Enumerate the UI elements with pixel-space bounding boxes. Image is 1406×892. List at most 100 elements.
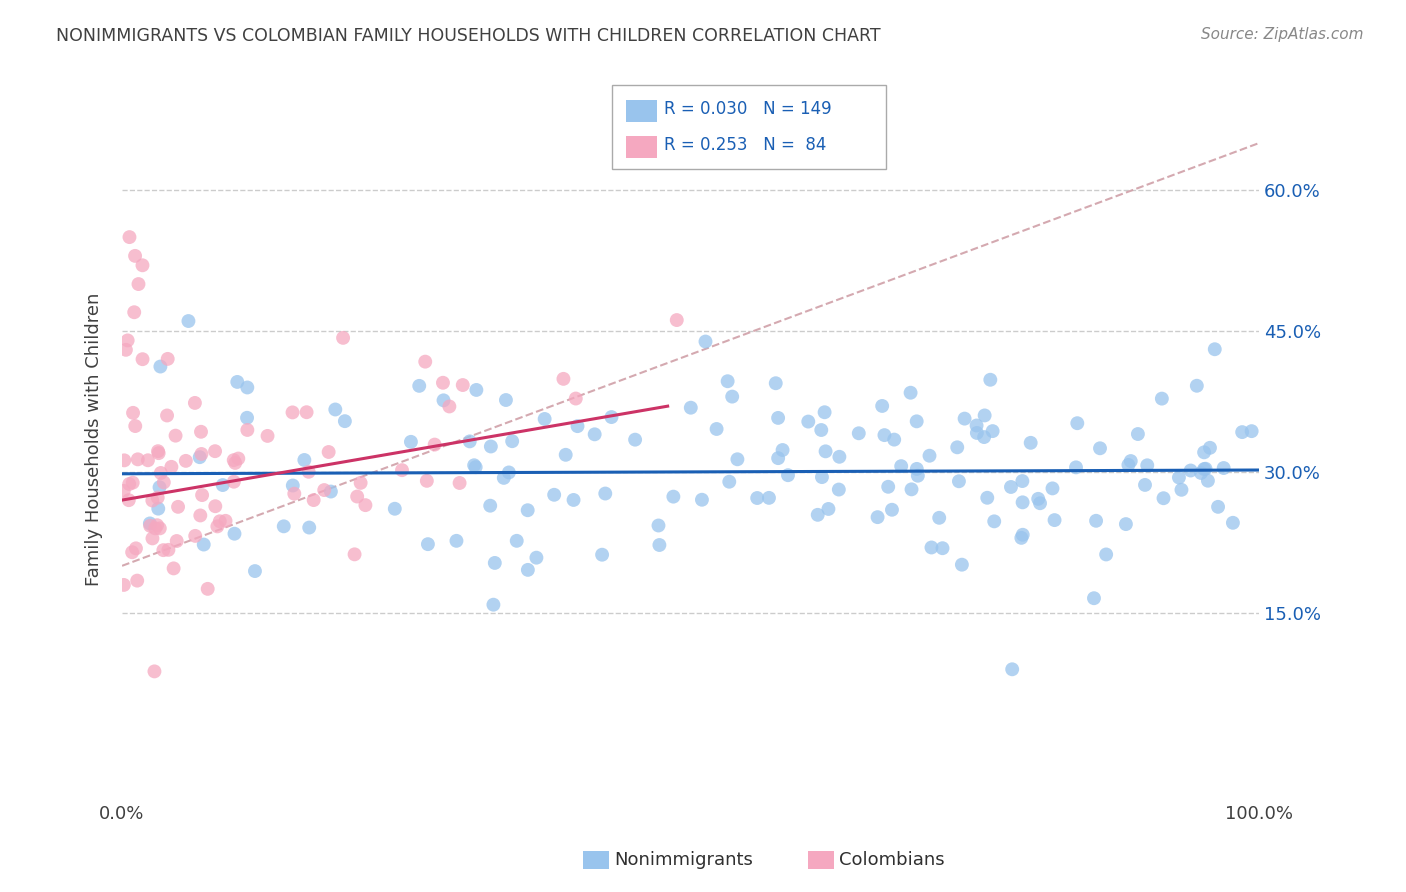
Point	[1064, 460, 1087, 475]
Point	[873, 428, 896, 442]
Point	[690, 492, 713, 507]
Point	[1153, 491, 1175, 506]
Point	[828, 483, 851, 497]
Point	[905, 462, 928, 476]
Point	[207, 519, 229, 533]
Point	[665, 313, 688, 327]
Point	[717, 374, 740, 388]
Y-axis label: Family Households with Children: Family Households with Children	[86, 293, 103, 586]
Point	[281, 478, 304, 492]
Point	[464, 460, 486, 475]
Point	[354, 498, 377, 512]
Point	[600, 410, 623, 425]
Point	[766, 411, 789, 425]
Point	[190, 447, 212, 461]
Point	[208, 514, 231, 528]
Point	[695, 334, 717, 349]
Point	[157, 542, 180, 557]
Point	[211, 478, 233, 492]
Point	[484, 556, 506, 570]
Point	[118, 230, 141, 244]
Text: Source: ZipAtlas.com: Source: ZipAtlas.com	[1201, 27, 1364, 42]
Point	[148, 501, 170, 516]
Point	[479, 499, 502, 513]
Point	[648, 538, 671, 552]
Point	[890, 459, 912, 474]
Point	[160, 459, 183, 474]
Point	[583, 427, 606, 442]
Point	[451, 378, 474, 392]
Point	[333, 414, 356, 428]
Point	[152, 543, 174, 558]
Point	[127, 277, 149, 291]
Point	[190, 425, 212, 439]
Text: Nonimmigrants: Nonimmigrants	[614, 851, 754, 869]
Point	[848, 426, 870, 441]
Point	[236, 410, 259, 425]
Point	[121, 475, 143, 490]
Point	[1088, 442, 1111, 456]
Point	[118, 493, 141, 508]
Point	[314, 483, 336, 497]
Point	[222, 475, 245, 489]
Point	[516, 563, 538, 577]
Point	[112, 578, 135, 592]
Point	[323, 402, 346, 417]
Point	[506, 533, 529, 548]
Point	[1019, 435, 1042, 450]
Point	[810, 423, 832, 437]
Point	[131, 352, 153, 367]
Point	[243, 564, 266, 578]
Point	[204, 444, 226, 458]
Point	[1118, 458, 1140, 472]
Point	[117, 334, 139, 348]
Point	[1011, 495, 1033, 509]
Point	[177, 314, 200, 328]
Point	[866, 510, 889, 524]
Point	[1150, 392, 1173, 406]
Point	[1189, 466, 1212, 480]
Point	[222, 453, 245, 467]
Point	[870, 399, 893, 413]
Point	[1083, 591, 1105, 606]
Point	[482, 598, 505, 612]
Point	[226, 451, 249, 466]
Point	[146, 444, 169, 458]
Point	[931, 541, 953, 556]
Point	[1192, 445, 1215, 459]
Point	[567, 419, 589, 434]
Point	[346, 490, 368, 504]
Point	[292, 453, 315, 467]
Point	[1180, 463, 1202, 477]
Point	[880, 502, 903, 516]
Point	[413, 354, 436, 368]
Point	[928, 510, 950, 524]
Point	[905, 414, 928, 428]
Point	[193, 537, 215, 551]
Point	[149, 359, 172, 374]
Point	[1230, 425, 1253, 439]
Point	[184, 396, 207, 410]
Point	[1136, 458, 1159, 473]
Point	[446, 533, 468, 548]
Point	[554, 448, 576, 462]
Point	[298, 520, 321, 534]
Point	[979, 373, 1001, 387]
Point	[167, 500, 190, 514]
Point	[141, 532, 163, 546]
Point	[973, 409, 995, 423]
Point	[273, 519, 295, 533]
Point	[465, 383, 488, 397]
Point	[184, 529, 207, 543]
Point	[591, 548, 613, 562]
Point	[973, 430, 995, 444]
Point	[125, 541, 148, 556]
Point	[188, 508, 211, 523]
Point	[463, 458, 485, 473]
Point	[718, 475, 741, 489]
Point	[776, 468, 799, 483]
Point	[1185, 378, 1208, 392]
Point	[148, 446, 170, 460]
Point	[408, 379, 430, 393]
Point	[298, 465, 321, 479]
